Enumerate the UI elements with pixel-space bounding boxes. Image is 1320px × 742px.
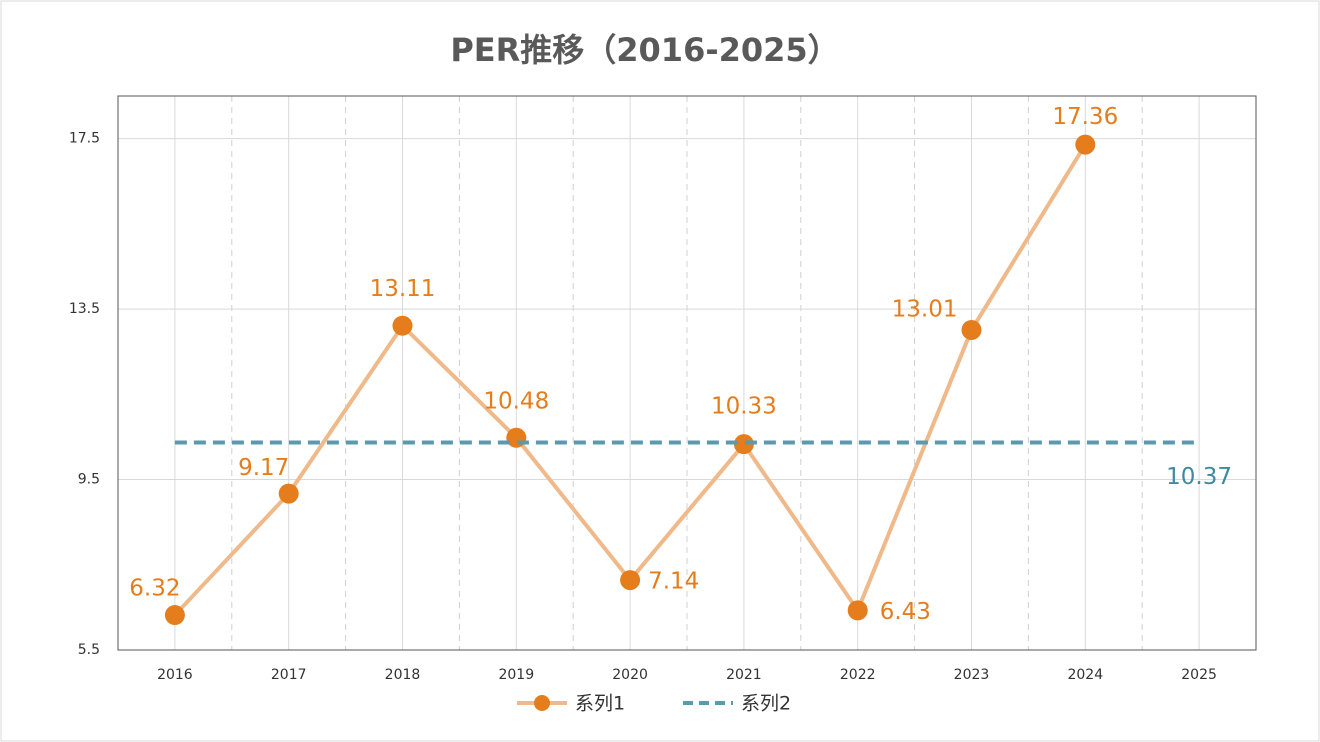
data-label: 7.14: [648, 569, 699, 595]
x-tick-label: 2024: [1067, 667, 1103, 683]
legend-marker: [534, 695, 550, 711]
data-label: 6.43: [880, 599, 931, 625]
data-point: [164, 605, 185, 626]
data-point: [733, 434, 754, 455]
x-tick-label: 2017: [271, 667, 307, 683]
x-tick-label: 2018: [385, 667, 421, 683]
data-label: 13.11: [370, 276, 436, 302]
x-tick-label: 2019: [498, 667, 534, 683]
data-label: 10.48: [483, 388, 549, 414]
data-label: 10.33: [711, 394, 777, 420]
y-tick-label: 5.5: [78, 642, 100, 658]
y-tick-label: 17.5: [69, 131, 100, 147]
data-label: 10.37: [1166, 464, 1232, 490]
y-tick-label: 9.5: [78, 472, 100, 488]
x-tick-label: 2021: [726, 667, 762, 683]
data-label: 17.36: [1052, 104, 1118, 130]
data-point: [620, 570, 641, 591]
legend-label: 系列1: [575, 693, 625, 715]
data-label: 13.01: [892, 296, 958, 322]
x-tick-label: 2016: [157, 667, 193, 683]
data-point: [961, 319, 982, 340]
plot-area: [117, 95, 1257, 651]
legend-label: 系列2: [741, 693, 791, 715]
y-tick-label: 13.5: [69, 301, 100, 317]
data-point: [506, 427, 527, 448]
x-tick-label: 2020: [612, 667, 648, 683]
chart-title: PER推移（2016-2025）: [450, 31, 839, 69]
data-point: [1075, 134, 1096, 155]
data-point: [278, 483, 299, 504]
data-point: [392, 315, 413, 336]
data-label: 9.17: [238, 455, 289, 481]
x-tick-label: 2023: [954, 667, 990, 683]
x-tick-label: 2022: [840, 667, 876, 683]
data-label: 6.32: [129, 576, 180, 602]
x-tick-label: 2025: [1181, 667, 1217, 683]
data-point: [847, 600, 868, 621]
